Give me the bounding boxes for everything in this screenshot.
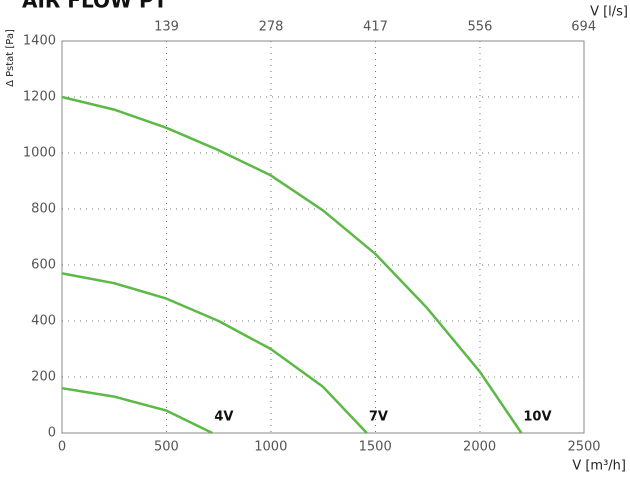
- x2-tick-label: 417: [363, 20, 388, 35]
- y-tick-label: 1000: [23, 146, 56, 161]
- curve-label: 7V: [369, 410, 388, 425]
- fan-curve: [61, 95, 523, 434]
- x-tick-label: 1500: [359, 440, 392, 455]
- x2-tick-label: 139: [154, 20, 179, 35]
- chart-title: AIR FLOW PT: [22, 0, 168, 13]
- fan-curve: [61, 386, 213, 435]
- x-tick-label: 0: [58, 440, 66, 455]
- y-tick-label: 1200: [23, 90, 56, 105]
- x2-tick-label: 694: [571, 20, 596, 35]
- y-tick-label: 200: [31, 370, 56, 385]
- y-axis-label: Δ Pstat [Pa]: [5, 29, 16, 87]
- y-tick-label: 400: [31, 314, 56, 329]
- y-tick-label: 1400: [23, 34, 56, 49]
- x-tick-label: 500: [154, 440, 179, 455]
- y-tick-label: 0: [48, 426, 56, 441]
- x-tick-label: 2500: [567, 440, 600, 455]
- curve-label: 4V: [214, 410, 233, 425]
- curve-label: 10V: [523, 410, 551, 425]
- x-tick-label: 1000: [254, 440, 287, 455]
- x2-tick-label: 278: [259, 20, 284, 35]
- x-axis-label: V [m³/h]: [572, 459, 626, 474]
- y-tick-label: 600: [31, 258, 56, 273]
- fan-curve: [61, 272, 368, 434]
- x-tick-label: 2000: [463, 440, 496, 455]
- x2-tick-label: 556: [468, 20, 493, 35]
- plot-frame: [61, 40, 585, 434]
- x2-axis-label: V [l/s]: [590, 5, 628, 20]
- y-tick-label: 800: [31, 202, 56, 217]
